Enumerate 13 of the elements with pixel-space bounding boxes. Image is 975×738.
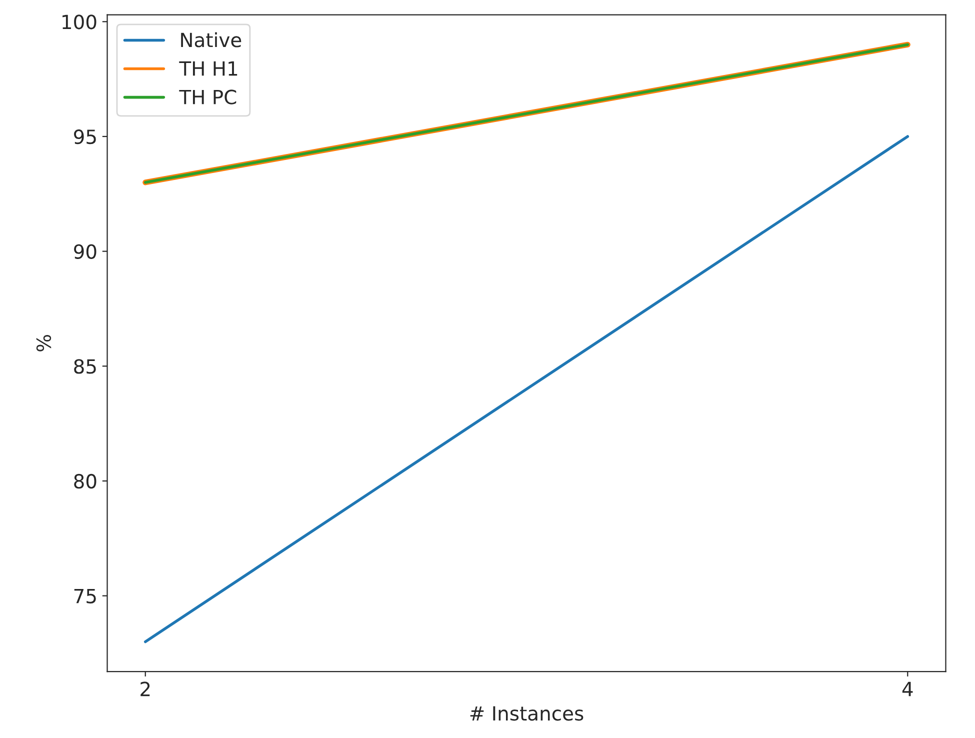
x-tick-label: 4 xyxy=(902,682,913,696)
y-tick-label: 80 xyxy=(74,474,96,489)
x-tick-label: 2 xyxy=(140,682,150,696)
y-tick-label: 100 xyxy=(62,14,96,30)
legend-label: TH PC xyxy=(179,90,236,104)
y-tick-label: 95 xyxy=(74,129,96,144)
x-axis-title: # Instances xyxy=(470,706,584,721)
legend-label: TH H1 xyxy=(179,61,238,76)
legend-label: Native xyxy=(181,32,242,48)
y-tick-label: 85 xyxy=(74,359,96,374)
y-tick-label: 90 xyxy=(74,244,96,259)
y-tick-label: 75 xyxy=(74,589,96,604)
y-axis-title: % xyxy=(36,335,52,352)
